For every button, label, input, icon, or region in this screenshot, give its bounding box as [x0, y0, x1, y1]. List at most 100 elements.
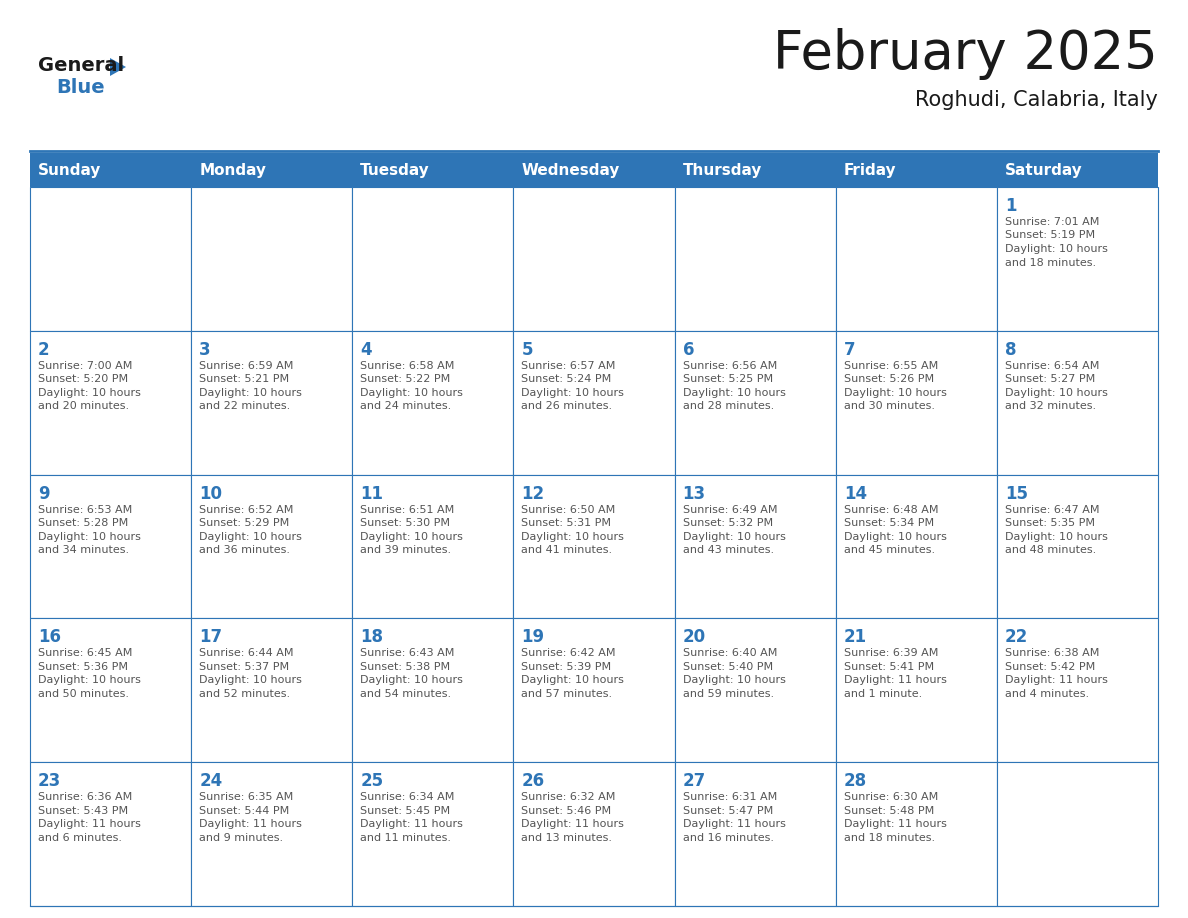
Text: 12: 12: [522, 485, 544, 502]
Text: Sunrise: 6:44 AM: Sunrise: 6:44 AM: [200, 648, 293, 658]
Bar: [191, 187, 353, 330]
Text: 27: 27: [683, 772, 706, 790]
Bar: [30, 475, 191, 619]
Text: 18: 18: [360, 629, 384, 646]
Bar: [30, 187, 191, 330]
Text: Daylight: 11 hours: Daylight: 11 hours: [360, 819, 463, 829]
Text: and 28 minutes.: and 28 minutes.: [683, 401, 773, 411]
Text: and 39 minutes.: and 39 minutes.: [360, 545, 451, 555]
Bar: [513, 619, 675, 762]
Text: 1: 1: [1005, 197, 1017, 215]
Text: Sunrise: 6:57 AM: Sunrise: 6:57 AM: [522, 361, 615, 371]
Bar: [353, 330, 513, 475]
Text: 15: 15: [1005, 485, 1028, 502]
Text: Sunrise: 6:50 AM: Sunrise: 6:50 AM: [522, 505, 615, 515]
Bar: [997, 762, 1158, 906]
Bar: [513, 187, 675, 330]
Text: and 16 minutes.: and 16 minutes.: [683, 833, 773, 843]
Text: 21: 21: [843, 629, 867, 646]
Text: Tuesday: Tuesday: [360, 162, 430, 177]
Text: Sunrise: 6:55 AM: Sunrise: 6:55 AM: [843, 361, 939, 371]
Text: Daylight: 10 hours: Daylight: 10 hours: [1005, 387, 1107, 397]
Bar: [353, 187, 513, 330]
Text: 19: 19: [522, 629, 544, 646]
Bar: [675, 153, 835, 187]
Text: Sunset: 5:31 PM: Sunset: 5:31 PM: [522, 518, 612, 528]
Text: 5: 5: [522, 341, 533, 359]
Text: and 41 minutes.: and 41 minutes.: [522, 545, 613, 555]
Text: and 18 minutes.: and 18 minutes.: [1005, 258, 1097, 267]
Text: Daylight: 11 hours: Daylight: 11 hours: [522, 819, 625, 829]
Text: 25: 25: [360, 772, 384, 790]
Text: Thursday: Thursday: [683, 162, 762, 177]
Text: and 18 minutes.: and 18 minutes.: [843, 833, 935, 843]
Text: Daylight: 10 hours: Daylight: 10 hours: [200, 387, 302, 397]
Text: Sunset: 5:35 PM: Sunset: 5:35 PM: [1005, 518, 1095, 528]
Text: 17: 17: [200, 629, 222, 646]
Text: Daylight: 10 hours: Daylight: 10 hours: [683, 532, 785, 542]
Text: and 30 minutes.: and 30 minutes.: [843, 401, 935, 411]
Text: Daylight: 11 hours: Daylight: 11 hours: [843, 676, 947, 686]
Bar: [353, 762, 513, 906]
Bar: [30, 762, 191, 906]
Text: Sunset: 5:36 PM: Sunset: 5:36 PM: [38, 662, 128, 672]
Text: and 43 minutes.: and 43 minutes.: [683, 545, 773, 555]
Text: 14: 14: [843, 485, 867, 502]
Bar: [835, 762, 997, 906]
Text: and 20 minutes.: and 20 minutes.: [38, 401, 129, 411]
Text: Sunset: 5:34 PM: Sunset: 5:34 PM: [843, 518, 934, 528]
Bar: [835, 619, 997, 762]
Text: Sunset: 5:30 PM: Sunset: 5:30 PM: [360, 518, 450, 528]
Text: and 36 minutes.: and 36 minutes.: [200, 545, 290, 555]
Text: Sunset: 5:26 PM: Sunset: 5:26 PM: [843, 375, 934, 385]
Text: Daylight: 10 hours: Daylight: 10 hours: [200, 676, 302, 686]
Text: Sunday: Sunday: [38, 162, 101, 177]
Text: Sunrise: 6:43 AM: Sunrise: 6:43 AM: [360, 648, 455, 658]
Text: and 24 minutes.: and 24 minutes.: [360, 401, 451, 411]
Polygon shape: [110, 58, 126, 76]
Text: Daylight: 10 hours: Daylight: 10 hours: [1005, 244, 1107, 254]
Text: Daylight: 10 hours: Daylight: 10 hours: [360, 387, 463, 397]
Text: Sunset: 5:48 PM: Sunset: 5:48 PM: [843, 806, 934, 816]
Text: General: General: [38, 56, 124, 75]
Text: and 11 minutes.: and 11 minutes.: [360, 833, 451, 843]
Bar: [997, 475, 1158, 619]
Text: and 1 minute.: and 1 minute.: [843, 688, 922, 699]
Text: Friday: Friday: [843, 162, 896, 177]
Text: 7: 7: [843, 341, 855, 359]
Text: Sunrise: 6:45 AM: Sunrise: 6:45 AM: [38, 648, 132, 658]
Text: Sunrise: 6:53 AM: Sunrise: 6:53 AM: [38, 505, 132, 515]
Text: Sunset: 5:42 PM: Sunset: 5:42 PM: [1005, 662, 1095, 672]
Text: Sunrise: 6:39 AM: Sunrise: 6:39 AM: [843, 648, 939, 658]
Text: Sunrise: 6:59 AM: Sunrise: 6:59 AM: [200, 361, 293, 371]
Text: Sunset: 5:22 PM: Sunset: 5:22 PM: [360, 375, 450, 385]
Text: and 9 minutes.: and 9 minutes.: [200, 833, 283, 843]
Text: Sunset: 5:21 PM: Sunset: 5:21 PM: [200, 375, 289, 385]
Text: Sunrise: 6:48 AM: Sunrise: 6:48 AM: [843, 505, 939, 515]
Text: and 57 minutes.: and 57 minutes.: [522, 688, 613, 699]
Text: Sunset: 5:39 PM: Sunset: 5:39 PM: [522, 662, 612, 672]
Text: Daylight: 10 hours: Daylight: 10 hours: [38, 532, 141, 542]
Text: and 52 minutes.: and 52 minutes.: [200, 688, 290, 699]
Text: Daylight: 11 hours: Daylight: 11 hours: [200, 819, 302, 829]
Bar: [513, 762, 675, 906]
Text: and 50 minutes.: and 50 minutes.: [38, 688, 129, 699]
Text: Daylight: 10 hours: Daylight: 10 hours: [522, 676, 625, 686]
Text: and 26 minutes.: and 26 minutes.: [522, 401, 613, 411]
Bar: [675, 762, 835, 906]
Bar: [997, 153, 1158, 187]
Bar: [191, 619, 353, 762]
Text: Sunset: 5:38 PM: Sunset: 5:38 PM: [360, 662, 450, 672]
Text: and 54 minutes.: and 54 minutes.: [360, 688, 451, 699]
Text: Sunrise: 6:30 AM: Sunrise: 6:30 AM: [843, 792, 939, 802]
Bar: [191, 330, 353, 475]
Text: Sunrise: 6:31 AM: Sunrise: 6:31 AM: [683, 792, 777, 802]
Text: and 13 minutes.: and 13 minutes.: [522, 833, 613, 843]
Text: Sunset: 5:24 PM: Sunset: 5:24 PM: [522, 375, 612, 385]
Text: Monday: Monday: [200, 162, 266, 177]
Text: Sunrise: 6:58 AM: Sunrise: 6:58 AM: [360, 361, 455, 371]
Text: Sunset: 5:20 PM: Sunset: 5:20 PM: [38, 375, 128, 385]
Bar: [835, 153, 997, 187]
Bar: [513, 475, 675, 619]
Text: Daylight: 10 hours: Daylight: 10 hours: [360, 532, 463, 542]
